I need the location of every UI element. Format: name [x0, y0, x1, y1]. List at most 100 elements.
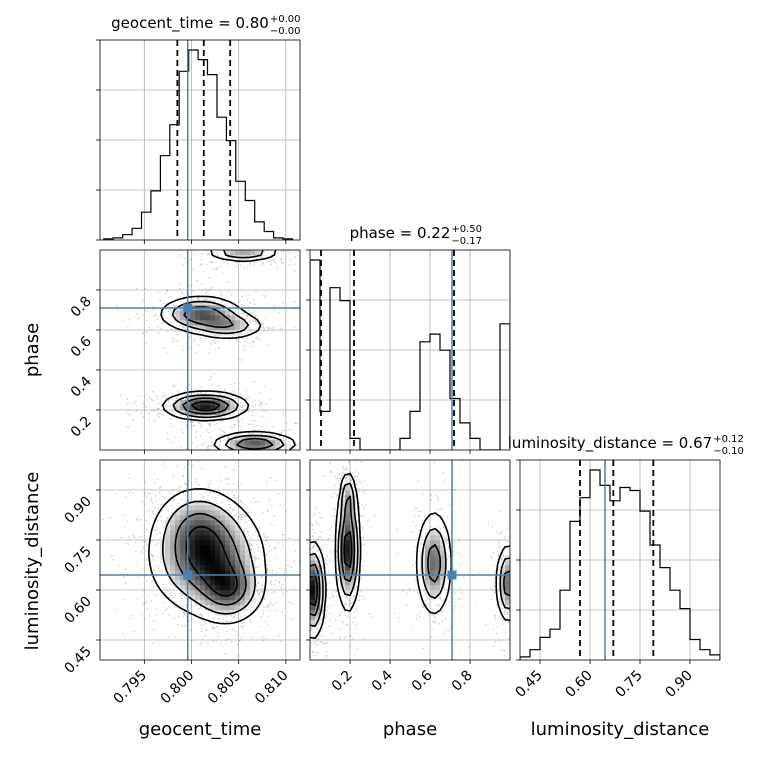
- sample-point: [229, 246, 231, 248]
- sample-point: [251, 556, 254, 558]
- sample-point: [241, 513, 244, 516]
- sample-point: [420, 536, 423, 539]
- sample-point: [162, 302, 165, 305]
- sample-point: [370, 525, 372, 528]
- sample-point: [210, 436, 212, 438]
- sample-point: [120, 395, 122, 397]
- sample-point: [514, 626, 516, 628]
- density-cell: [215, 315, 221, 321]
- density-cell: [195, 505, 201, 511]
- sample-point: [273, 308, 275, 311]
- sample-point: [405, 604, 408, 607]
- density-cell: [340, 575, 346, 581]
- sample-point: [213, 423, 216, 426]
- sample-point: [247, 423, 250, 426]
- density-cell: [215, 560, 221, 566]
- sample-point: [243, 408, 246, 411]
- sample-point: [512, 574, 514, 576]
- sample-point: [351, 602, 353, 604]
- density-cell: [310, 565, 316, 571]
- sample-point: [144, 309, 146, 312]
- sample-point: [280, 432, 283, 434]
- sample-point: [224, 466, 227, 468]
- density-cell: [210, 575, 216, 581]
- density-cell: [170, 550, 176, 556]
- density-cell: [195, 565, 201, 571]
- sample-point: [341, 440, 343, 442]
- sample-point: [246, 265, 249, 268]
- sample-point: [268, 260, 271, 263]
- sample-point: [250, 636, 253, 639]
- density-cell: [230, 400, 236, 406]
- sample-point: [253, 426, 256, 428]
- sample-point: [273, 583, 276, 586]
- sample-point: [178, 486, 180, 489]
- sample-point: [257, 501, 259, 503]
- sample-point: [492, 551, 495, 554]
- truth-marker: [447, 570, 457, 580]
- sample-point: [137, 395, 139, 398]
- sample-point: [363, 480, 366, 483]
- density-cell: [190, 405, 196, 411]
- sample-point: [215, 422, 218, 424]
- sample-point: [258, 338, 261, 341]
- sample-point: [242, 349, 245, 351]
- sample-point: [269, 603, 272, 606]
- sample-point: [143, 400, 145, 402]
- sample-point: [438, 605, 440, 607]
- sample-point: [188, 335, 191, 338]
- sample-point: [193, 392, 195, 394]
- sample-point: [285, 445, 288, 448]
- sample-point: [338, 638, 341, 640]
- sample-point: [254, 320, 257, 323]
- density-cell: [235, 325, 241, 331]
- sample-point: [515, 636, 517, 638]
- sample-point: [316, 550, 319, 552]
- sample-point: [296, 422, 298, 425]
- sample-point: [155, 565, 157, 567]
- sample-point: [284, 564, 287, 566]
- sample-point: [299, 248, 301, 250]
- sample-point: [253, 310, 255, 312]
- sample-point: [244, 317, 247, 320]
- sample-point: [266, 326, 268, 328]
- density-cell: [435, 585, 441, 591]
- sample-point: [294, 256, 297, 259]
- density-cell: [180, 405, 186, 411]
- sample-point: [245, 521, 247, 523]
- sample-point: [244, 408, 247, 410]
- sample-point: [191, 640, 193, 642]
- sample-point: [314, 643, 316, 645]
- sample-point: [251, 451, 253, 453]
- sample-point: [158, 570, 161, 572]
- sample-point: [278, 634, 281, 636]
- sample-point: [422, 493, 424, 496]
- sample-point: [429, 526, 431, 528]
- sample-point: [250, 414, 253, 417]
- sample-point: [240, 500, 242, 503]
- density-cell: [230, 605, 236, 611]
- sample-point: [232, 483, 235, 485]
- sample-point: [132, 418, 135, 421]
- sample-point: [263, 256, 265, 259]
- sample-point: [236, 419, 239, 422]
- sample-point: [510, 560, 512, 562]
- sample-point: [424, 515, 426, 517]
- sample-point: [351, 637, 354, 640]
- sample-point: [206, 253, 209, 256]
- density-cell: [435, 565, 441, 571]
- sample-point: [246, 314, 248, 317]
- sample-point: [311, 248, 313, 250]
- sample-point: [163, 413, 165, 416]
- sample-point: [219, 439, 221, 441]
- density-cell: [240, 545, 246, 551]
- sample-point: [295, 585, 297, 587]
- sample-point: [152, 558, 155, 561]
- sample-point: [275, 479, 278, 482]
- sample-point: [232, 661, 234, 663]
- sample-point: [265, 536, 267, 539]
- density-cell: [340, 540, 346, 546]
- density-cell: [315, 560, 321, 566]
- sample-point: [258, 429, 261, 431]
- sample-point: [260, 588, 262, 591]
